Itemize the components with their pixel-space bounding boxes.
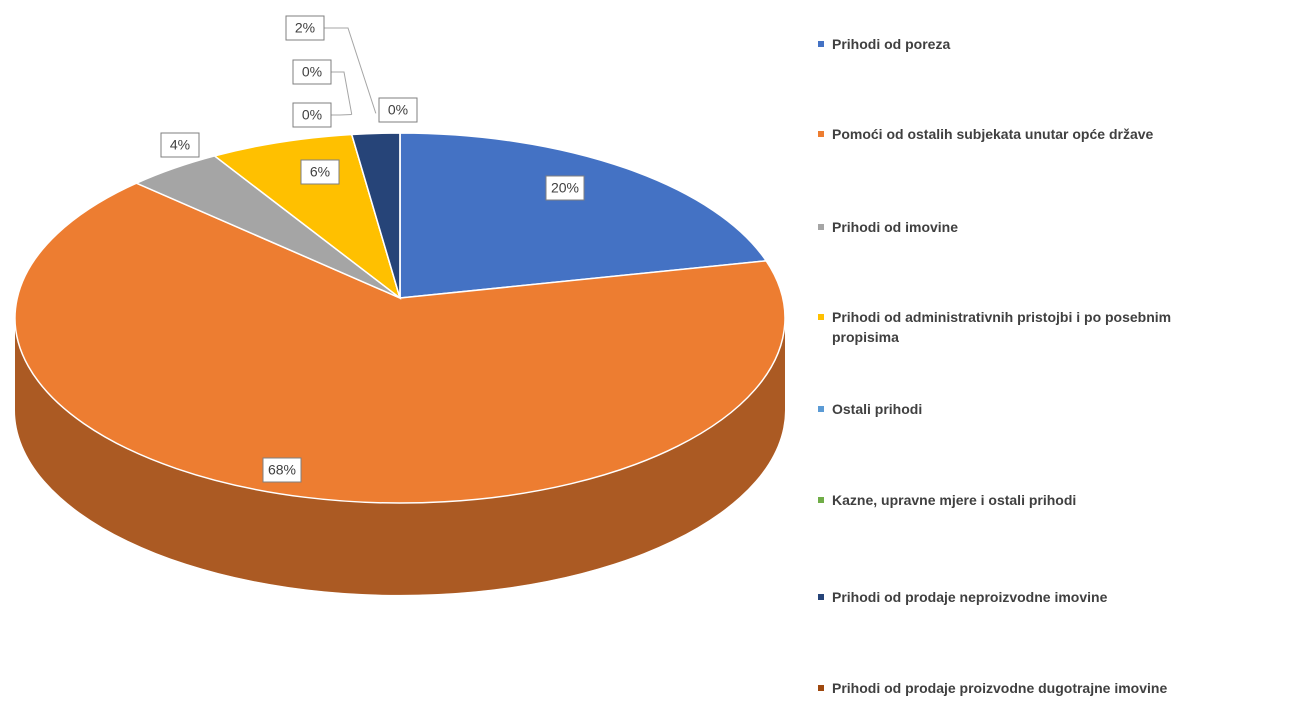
data-label: 20% [551, 180, 579, 196]
slice-side-shade [15, 318, 785, 595]
legend-swatch [818, 41, 824, 47]
data-label: 0% [388, 102, 408, 118]
label-box [262, 457, 302, 483]
label-box [292, 102, 332, 128]
label-box [160, 132, 200, 158]
data-label: 2% [295, 20, 315, 36]
data-label: 0% [302, 64, 322, 80]
legend-swatch [818, 594, 824, 600]
data-label: 0% [302, 107, 322, 123]
slice [399, 132, 768, 299]
leader-line [330, 71, 353, 115]
legend-label: Prihodi od administrativnih pristojbi i … [832, 309, 1172, 345]
data-label: 68% [268, 462, 296, 478]
label-box [292, 59, 332, 85]
legend-item: Kazne, upravne mjere i ostali prihodi [818, 490, 1212, 510]
leader-line [323, 27, 377, 114]
legend-item: Prihodi od poreza [818, 34, 1212, 54]
slice [212, 133, 402, 300]
legend-swatch [818, 685, 824, 691]
legend-label: Prihodi od prodaje proizvodne dugotrajne… [832, 680, 1168, 696]
legend-swatch [818, 497, 824, 503]
legend-item: Pomoći od ostalih subjekata unutar opće … [818, 124, 1212, 144]
slice-side [15, 318, 785, 595]
data-label: 6% [310, 164, 330, 180]
legend: Prihodi od poreza Pomoći od ostalih subje… [818, 0, 1288, 722]
data-label: 4% [170, 137, 190, 153]
legend-swatch [818, 314, 824, 320]
legend-swatch [818, 131, 824, 137]
legend-label: Kazne, upravne mjere i ostali prihodi [832, 492, 1077, 508]
legend-item: Prihodi od prodaje neproizvodne imovine [818, 587, 1212, 607]
chart: 20% 68% 4% 6% 0% 0% 2% 0% [14, 15, 786, 595]
legend-item: Ostali prihodi [818, 399, 1212, 419]
legend-label: Pomoći od ostalih subjekata unutar opće … [832, 126, 1154, 142]
leader-line [330, 113, 352, 116]
label-box [285, 15, 325, 41]
label-box [378, 97, 418, 123]
legend-item: Prihodi od imovine [818, 217, 1212, 237]
label-box [545, 175, 585, 201]
legend-item: Prihodi od administrativnih pristojbi i … [818, 307, 1212, 347]
legend-label: Prihodi od prodaje neproizvodne imovine [832, 589, 1108, 605]
legend-label: Prihodi od poreza [832, 36, 951, 52]
label-box [300, 159, 340, 185]
legend-label: Ostali prihodi [832, 401, 923, 417]
legend-label: Prihodi od imovine [832, 219, 959, 235]
legend-swatch [818, 406, 824, 412]
slice [14, 182, 786, 504]
legend-swatch [818, 224, 824, 230]
legend-item: Prihodi od prodaje proizvodne dugotrajne… [818, 678, 1212, 698]
